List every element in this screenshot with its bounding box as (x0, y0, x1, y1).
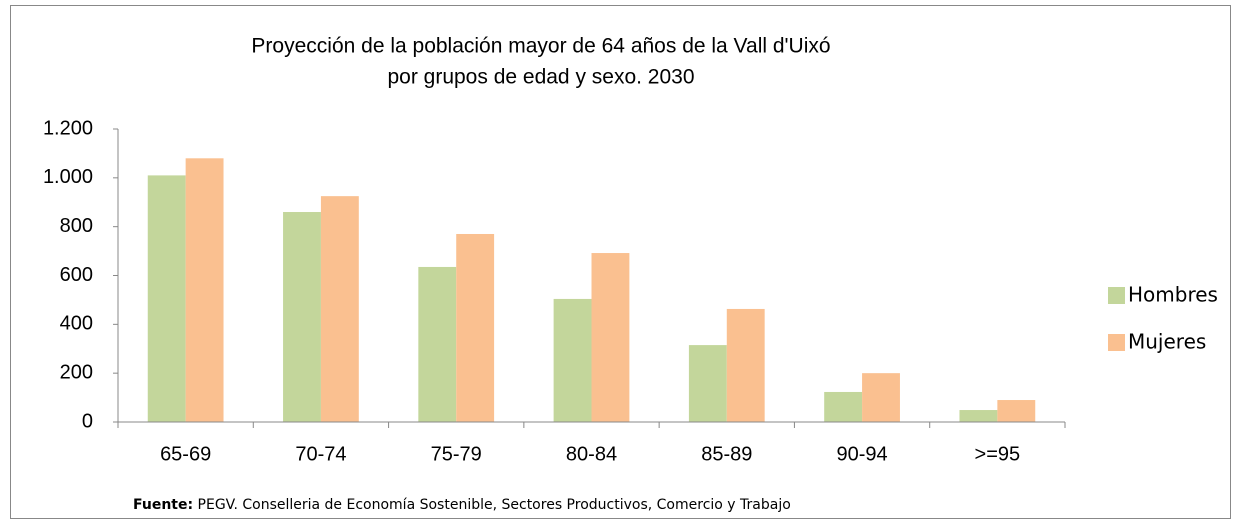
x-tick-label: 65-69 (160, 443, 211, 465)
y-tick-label: 0 (82, 410, 93, 432)
legend-label: Mujeres (1128, 330, 1206, 354)
bar (283, 212, 321, 422)
bar (862, 373, 900, 422)
x-tick-label: 80-84 (566, 443, 617, 465)
y-tick-label: 400 (60, 313, 93, 335)
chart-title: por grupos de edad y sexo. 2030 (387, 66, 694, 89)
legend-swatch (1108, 334, 1125, 351)
source-label: Fuente: (133, 497, 193, 513)
bar (456, 233, 495, 422)
x-tick-label: 70-74 (295, 443, 346, 465)
bar (591, 253, 630, 422)
bar (147, 175, 186, 422)
bar (997, 400, 1036, 422)
y-tick-label: 1.000 (43, 166, 93, 188)
x-tick-label: 85-89 (701, 443, 752, 465)
bar (688, 345, 727, 422)
y-tick-label: 800 (60, 215, 93, 237)
x-tick-label: 90-94 (836, 443, 887, 465)
bar (185, 158, 224, 423)
y-tick-label: 600 (60, 264, 93, 286)
x-tick-label: 75-79 (431, 443, 482, 465)
bar (418, 266, 457, 422)
y-tick-label: 1.200 (43, 117, 93, 139)
chart-title: Proyección de la población mayor de 64 a… (251, 35, 830, 58)
bar (726, 308, 765, 422)
legend-label: Hombres (1128, 283, 1218, 307)
bar (553, 298, 592, 422)
bar (959, 410, 998, 422)
source: Fuente: PEGV. Conselleria de Economía So… (133, 497, 791, 513)
source-text: PEGV. Conselleria de Economía Sostenible… (198, 497, 791, 513)
y-tick-label: 200 (60, 361, 93, 383)
legend-swatch (1108, 287, 1125, 304)
x-tick-label: >=95 (975, 443, 1021, 465)
bar (320, 196, 359, 422)
bar (824, 391, 863, 422)
